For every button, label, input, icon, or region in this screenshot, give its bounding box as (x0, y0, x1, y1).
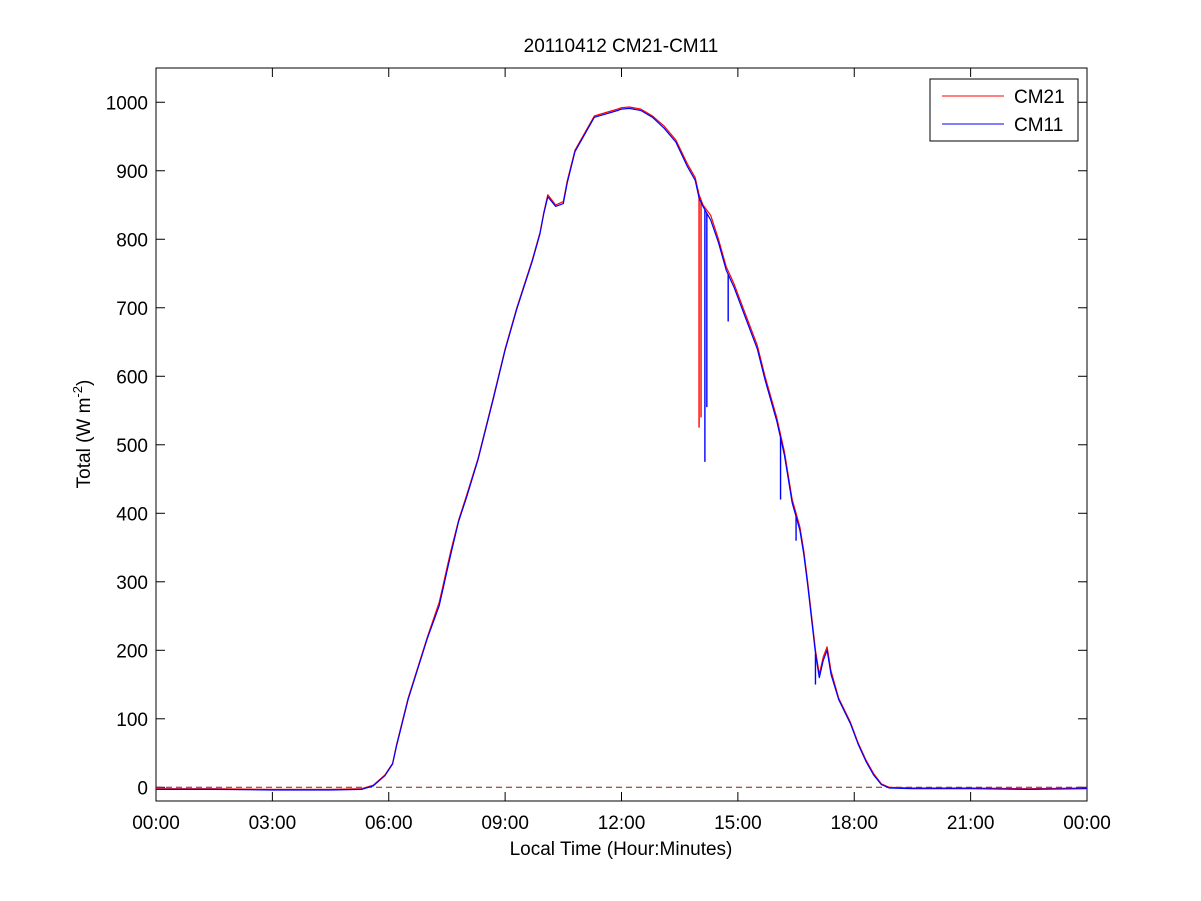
y-tick-label: 300 (116, 573, 148, 594)
series-line-cm11 (156, 107, 1088, 791)
x-tick-label: 12:00 (598, 813, 646, 834)
y-axis-label: Total (W m-2) (70, 380, 95, 489)
x-tick-label: 09:00 (481, 813, 529, 834)
legend-label-cm21: CM21 (1014, 87, 1065, 108)
x-tick-label: 15:00 (714, 813, 762, 834)
x-tick-label: 00:00 (132, 813, 180, 834)
plot-area (155, 67, 1088, 802)
y-axis-ticks: 0 100 200 300 400 500 600 700 800 900 1000 (106, 93, 1087, 799)
y-tick-label: 1000 (106, 93, 148, 114)
legend: CM21 CM11 (929, 78, 1079, 142)
x-tick-label: 21:00 (947, 813, 995, 834)
y-tick-label: 800 (116, 230, 148, 251)
y-tick-label: 200 (116, 641, 148, 662)
chart-title: 20110412 CM21-CM11 (524, 36, 719, 57)
y-tick-label: 700 (116, 299, 148, 320)
x-tick-label: 00:00 (1063, 813, 1111, 834)
x-tick-label: 18:00 (830, 813, 878, 834)
x-tick-label: 06:00 (365, 813, 413, 834)
x-tick-label: 03:00 (249, 813, 297, 834)
y-tick-label: 0 (137, 778, 148, 799)
y-tick-label: 100 (116, 710, 148, 731)
legend-box (929, 78, 1079, 142)
legend-label-cm11: CM11 (1014, 115, 1063, 136)
series-line-cm21 (156, 106, 1088, 790)
y-tick-label: 400 (116, 504, 148, 525)
y-axis-label-main: Total (W m (74, 398, 95, 489)
y-axis-label-close: ) (74, 380, 95, 386)
y-tick-label: 600 (116, 367, 148, 388)
x-axis-label: Local Time (Hour:Minutes) (510, 839, 733, 860)
x-axis-ticks: 00:00 03:00 06:00 09:00 12:00 15:00 18:00 21:00… (132, 68, 1111, 834)
y-tick-label: 500 (116, 436, 148, 457)
series-layer (156, 106, 1088, 791)
y-tick-label: 900 (116, 162, 148, 183)
y-axis-label-superscript: -2 (70, 386, 85, 398)
